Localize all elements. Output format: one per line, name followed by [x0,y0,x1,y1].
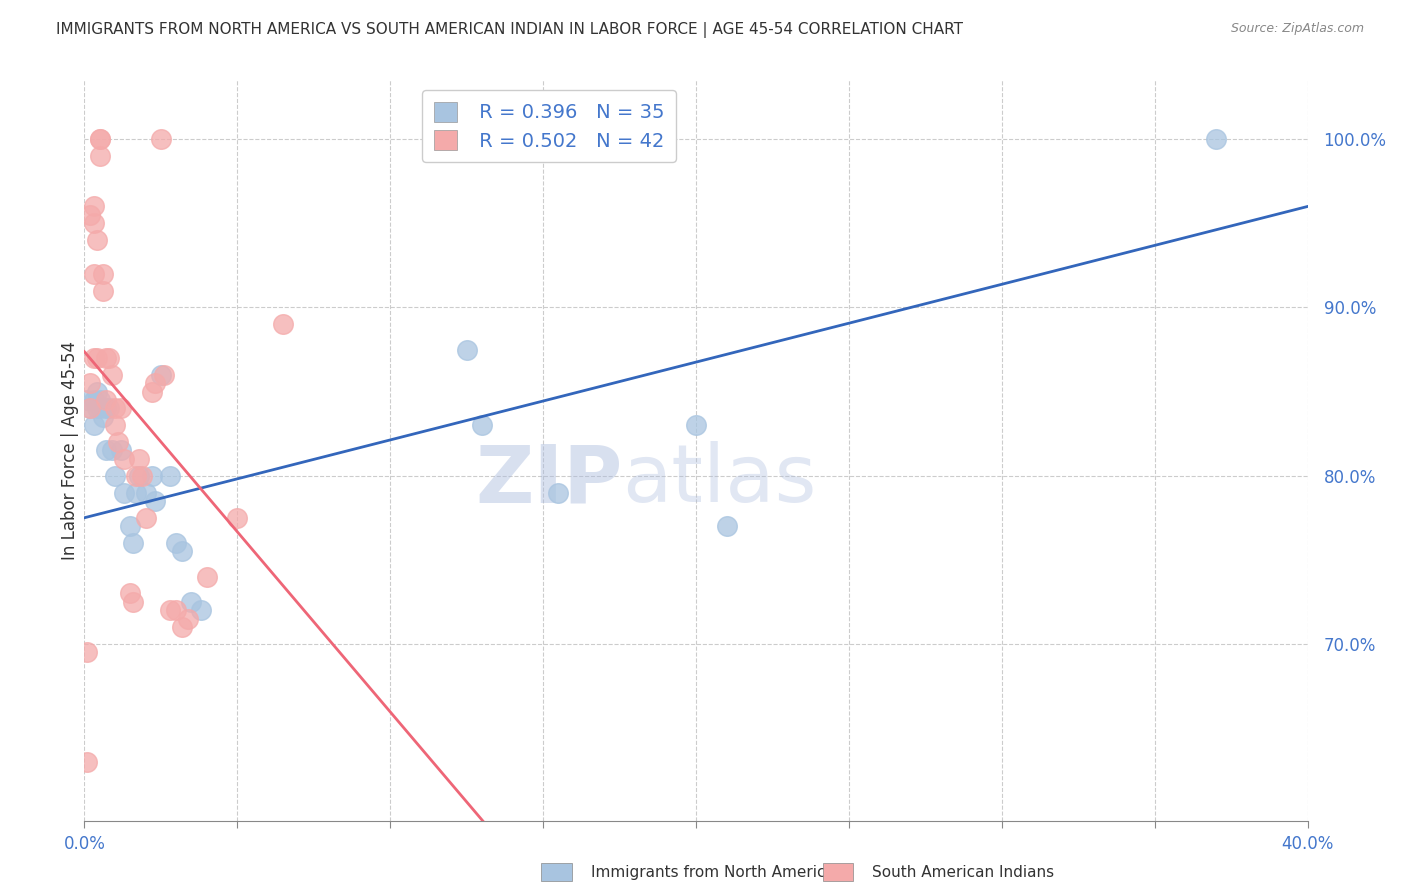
Point [91,267,114,281]
Point [101,443,124,458]
Point [120,519,142,533]
Text: ZIP: ZIP [475,441,623,519]
Point [97,351,120,365]
Point [125,468,148,483]
Point [94,401,117,416]
Point [128,451,150,466]
Point [83,351,105,365]
Point [79,376,101,391]
Point [131,468,153,483]
Point [177,612,200,626]
Point [128,468,150,483]
Point [89,132,111,146]
Point [165,536,187,550]
Point [86,351,108,365]
Y-axis label: In Labor Force | Age 45-54: In Labor Force | Age 45-54 [62,341,80,560]
Point [76,645,98,659]
Point [172,620,194,634]
Point [97,401,120,416]
Point [271,318,294,332]
Point [471,418,494,433]
Point [83,267,105,281]
Point [125,485,148,500]
Point [104,468,127,483]
Point [143,376,166,391]
Point [141,384,163,399]
Point [112,451,135,466]
Point [122,595,145,609]
Point [83,418,105,433]
Point [91,284,114,298]
Point [112,485,135,500]
Point [79,401,101,416]
Point [79,208,101,222]
Point [83,199,105,213]
Point [456,343,478,357]
Point [110,401,132,416]
Text: Immigrants from North America: Immigrants from North America [591,865,834,880]
Point [1205,132,1227,146]
Point [685,418,707,433]
Point [83,216,105,230]
Point [89,392,111,407]
Point [149,132,172,146]
Point [135,510,157,524]
Point [94,392,117,407]
Point [76,392,98,407]
Text: atlas: atlas [623,441,817,519]
Point [101,368,124,382]
Text: South American Indians: South American Indians [872,865,1054,880]
Point [79,401,101,416]
Point [89,149,111,163]
Point [195,569,218,583]
Point [159,603,181,617]
Point [190,603,212,617]
Point [149,368,172,382]
Point [226,510,249,524]
Point [91,409,114,424]
Point [716,519,738,533]
Point [107,435,129,450]
Point [159,468,181,483]
Point [153,368,176,382]
Point [86,384,108,399]
Text: Source: ZipAtlas.com: Source: ZipAtlas.com [1230,22,1364,36]
Point [110,443,132,458]
Point [104,401,127,416]
Point [122,536,145,550]
Point [143,494,166,508]
Point [89,401,111,416]
Legend:  R = 0.396   N = 35,  R = 0.502   N = 42: R = 0.396 N = 35, R = 0.502 N = 42 [422,90,676,162]
Point [86,233,108,247]
Point [94,351,117,365]
Point [120,586,142,600]
Point [141,468,163,483]
Point [89,132,111,146]
Text: IMMIGRANTS FROM NORTH AMERICA VS SOUTH AMERICAN INDIAN IN LABOR FORCE | AGE 45-5: IMMIGRANTS FROM NORTH AMERICA VS SOUTH A… [56,22,963,38]
Point [76,755,98,769]
Point [83,392,105,407]
Point [86,401,108,416]
Point [135,485,157,500]
Point [165,603,187,617]
Point [547,485,569,500]
Point [94,443,117,458]
Point [104,418,127,433]
Point [180,595,202,609]
Point [172,544,194,558]
